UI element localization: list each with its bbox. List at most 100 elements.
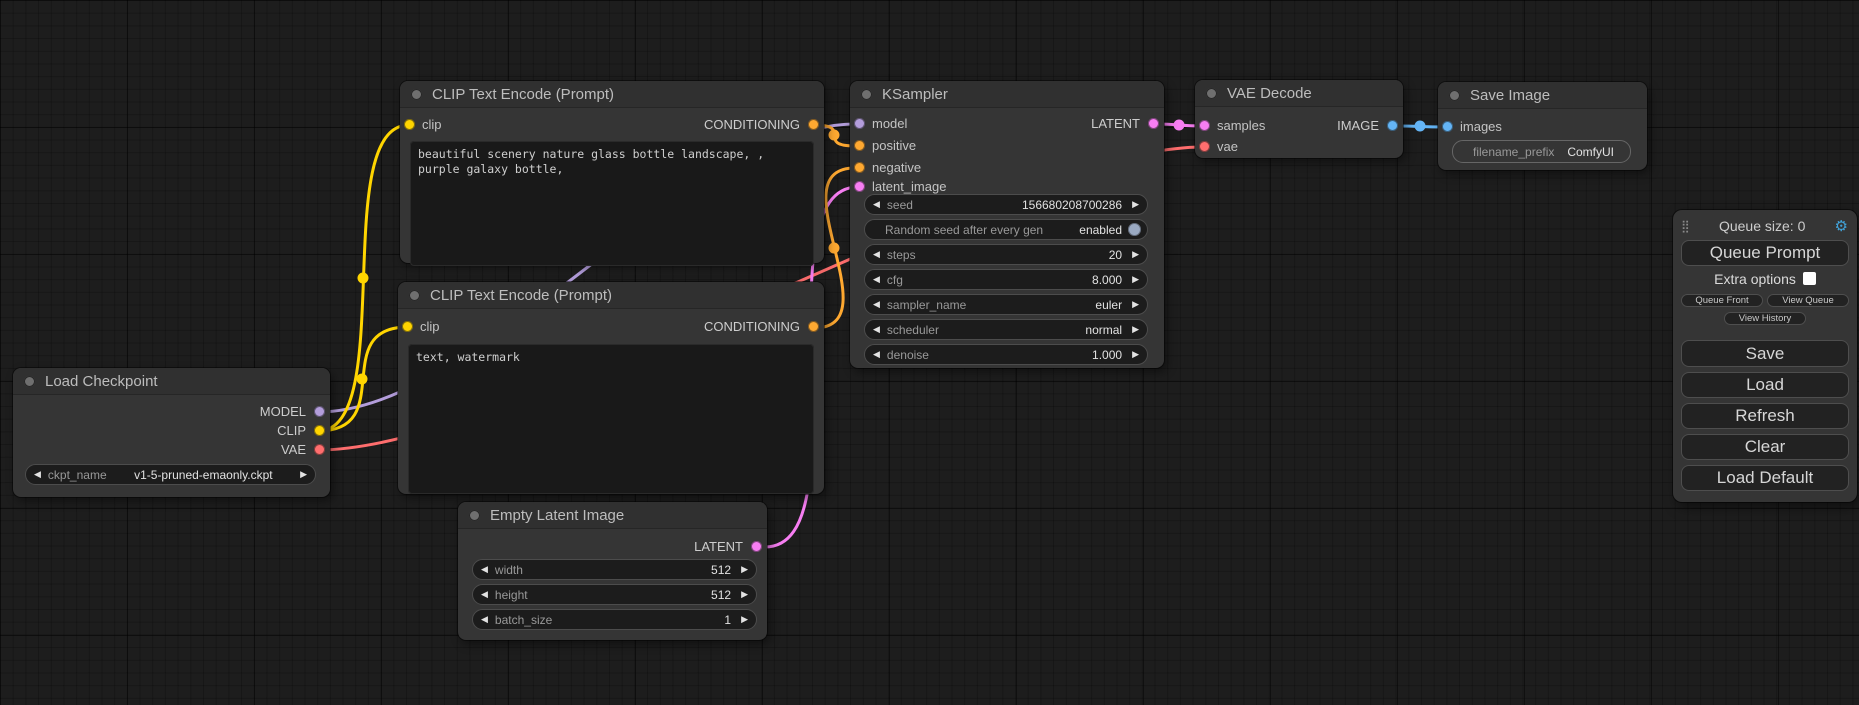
decrement-arrow-icon[interactable]: ◀ (873, 249, 880, 259)
node-clip-text-encode-positive[interactable]: CLIP Text Encode (Prompt) clip CONDITION… (400, 81, 824, 266)
collapse-dot-icon[interactable] (1449, 89, 1460, 101)
load-button[interactable]: Load (1681, 372, 1849, 398)
width-widget[interactable]: ◀ width 512 ▶ (472, 559, 757, 580)
node-title: CLIP Text Encode (Prompt) (432, 85, 615, 103)
conditioning-output-dot[interactable] (808, 321, 819, 332)
node-title-bar[interactable]: Empty Latent Image (458, 502, 767, 529)
clip-output-dot[interactable] (314, 425, 325, 436)
widget-name: Random seed after every gen (885, 222, 1044, 237)
node-title-bar[interactable]: CLIP Text Encode (Prompt) (398, 282, 824, 309)
model-output-dot[interactable] (314, 406, 325, 417)
collapse-dot-icon[interactable] (411, 88, 422, 100)
queue-front-button[interactable]: Queue Front (1681, 294, 1763, 307)
increment-arrow-icon[interactable]: ▶ (1132, 349, 1139, 359)
decrement-arrow-icon[interactable]: ◀ (873, 199, 880, 209)
widget-value: enabled (1079, 222, 1122, 237)
increment-arrow-icon[interactable]: ▶ (300, 469, 307, 479)
images-input-dot[interactable] (1442, 121, 1453, 132)
extra-options-row: Extra options (1673, 270, 1857, 287)
latent-image-input-dot[interactable] (854, 181, 865, 192)
conditioning-output-dot[interactable] (808, 119, 819, 130)
output-slot-vae: VAE (280, 442, 306, 457)
decrement-arrow-icon[interactable]: ◀ (34, 469, 41, 479)
widget-value: 512 (711, 562, 732, 577)
clip-input-dot[interactable] (402, 321, 413, 332)
output-slot-conditioning: CONDITIONING (703, 319, 800, 334)
node-title-bar[interactable]: KSampler (850, 81, 1164, 108)
gear-icon[interactable]: ⚙ (1834, 217, 1848, 235)
extra-options-checkbox[interactable] (1802, 272, 1816, 285)
random-seed-toggle-widget[interactable]: Random seed after every gen enabled (864, 219, 1148, 240)
denoise-widget[interactable]: ◀ denoise 1.000 ▶ (864, 344, 1148, 365)
node-load-checkpoint[interactable]: Load Checkpoint MODEL CLIP VAE ◀ ckpt_na… (13, 368, 330, 497)
increment-arrow-icon[interactable]: ▶ (1132, 274, 1139, 284)
image-output-dot[interactable] (1387, 120, 1398, 131)
collapse-dot-icon[interactable] (861, 88, 872, 100)
samples-input-dot[interactable] (1199, 120, 1210, 131)
ckpt-name-widget[interactable]: ◀ ckpt_name v1-5-pruned-emaonly.ckpt ▶ (25, 464, 316, 485)
drag-handle-icon[interactable]: ⣿ (1681, 219, 1690, 233)
decrement-arrow-icon[interactable]: ◀ (481, 564, 488, 574)
load-default-button[interactable]: Load Default (1681, 465, 1849, 491)
collapse-dot-icon[interactable] (1206, 87, 1217, 99)
steps-widget[interactable]: ◀ steps 20 ▶ (864, 244, 1148, 265)
node-title-bar[interactable]: Load Checkpoint (13, 368, 330, 395)
save-button[interactable]: Save (1681, 340, 1849, 367)
prompt-textarea[interactable]: text, watermark (408, 344, 814, 494)
decrement-arrow-icon[interactable]: ◀ (873, 324, 880, 334)
node-title-bar[interactable]: CLIP Text Encode (Prompt) (400, 81, 824, 108)
scheduler-widget[interactable]: ◀ scheduler normal ▶ (864, 319, 1148, 340)
decrement-arrow-icon[interactable]: ◀ (873, 299, 880, 309)
view-queue-button[interactable]: View Queue (1767, 294, 1849, 307)
node-title-bar[interactable]: Save Image (1438, 82, 1647, 109)
queue-prompt-button[interactable]: Queue Prompt (1681, 240, 1849, 266)
prompt-textarea[interactable]: beautiful scenery nature glass bottle la… (410, 141, 814, 266)
sampler-name-widget[interactable]: ◀ sampler_name euler ▶ (864, 294, 1148, 315)
increment-arrow-icon[interactable]: ▶ (1132, 199, 1139, 209)
filename-prefix-widget[interactable]: filename_prefix ComfyUI (1452, 140, 1631, 163)
output-slot-latent: LATENT (694, 539, 743, 554)
batch-size-widget[interactable]: ◀ batch_size 1 ▶ (472, 609, 757, 630)
vae-output-dot[interactable] (314, 444, 325, 455)
cfg-widget[interactable]: ◀ cfg 8.000 ▶ (864, 269, 1148, 290)
latent-output-dot[interactable] (1148, 118, 1159, 129)
increment-arrow-icon[interactable]: ▶ (1132, 299, 1139, 309)
increment-arrow-icon[interactable]: ▶ (741, 614, 748, 624)
negative-input-dot[interactable] (854, 162, 865, 173)
view-history-button[interactable]: View History (1724, 312, 1806, 325)
collapse-dot-icon[interactable] (24, 375, 35, 387)
increment-arrow-icon[interactable]: ▶ (1132, 324, 1139, 334)
positive-input-dot[interactable] (854, 140, 865, 151)
node-title-bar[interactable]: VAE Decode (1195, 80, 1403, 107)
node-title: VAE Decode (1227, 84, 1312, 102)
widget-name: steps (886, 247, 916, 262)
clear-button[interactable]: Clear (1681, 434, 1849, 460)
model-input-dot[interactable] (854, 118, 865, 129)
decrement-arrow-icon[interactable]: ◀ (873, 349, 880, 359)
latent-output-dot[interactable] (751, 541, 762, 552)
increment-arrow-icon[interactable]: ▶ (741, 589, 748, 599)
decrement-arrow-icon[interactable]: ◀ (481, 614, 488, 624)
node-empty-latent-image[interactable]: Empty Latent Image LATENT ◀ width 512 ▶ … (458, 502, 767, 640)
widget-name: scheduler (886, 322, 939, 337)
output-slot-image: IMAGE (1337, 118, 1379, 133)
seed-widget[interactable]: ◀ seed 156680208700286 ▶ (864, 194, 1148, 215)
increment-arrow-icon[interactable]: ▶ (1132, 249, 1139, 259)
decrement-arrow-icon[interactable]: ◀ (481, 589, 488, 599)
refresh-button[interactable]: Refresh (1681, 403, 1849, 429)
collapse-dot-icon[interactable] (409, 289, 420, 301)
output-slot-latent: LATENT (1091, 116, 1140, 131)
increment-arrow-icon[interactable]: ▶ (741, 564, 748, 574)
node-ksampler[interactable]: KSampler model positive negative latent_… (850, 81, 1164, 368)
input-slot-positive: positive (872, 138, 917, 153)
node-clip-text-encode-negative[interactable]: CLIP Text Encode (Prompt) clip CONDITION… (398, 282, 824, 494)
clip-input-dot[interactable] (404, 119, 415, 130)
vae-input-dot[interactable] (1199, 141, 1210, 152)
node-save-image[interactable]: Save Image images filename_prefix ComfyU… (1438, 82, 1647, 170)
height-widget[interactable]: ◀ height 512 ▶ (472, 584, 757, 605)
collapse-dot-icon[interactable] (469, 509, 480, 521)
node-vae-decode[interactable]: VAE Decode samples vae IMAGE (1195, 80, 1403, 158)
decrement-arrow-icon[interactable]: ◀ (873, 274, 880, 284)
toggle-circle[interactable] (1128, 223, 1141, 236)
